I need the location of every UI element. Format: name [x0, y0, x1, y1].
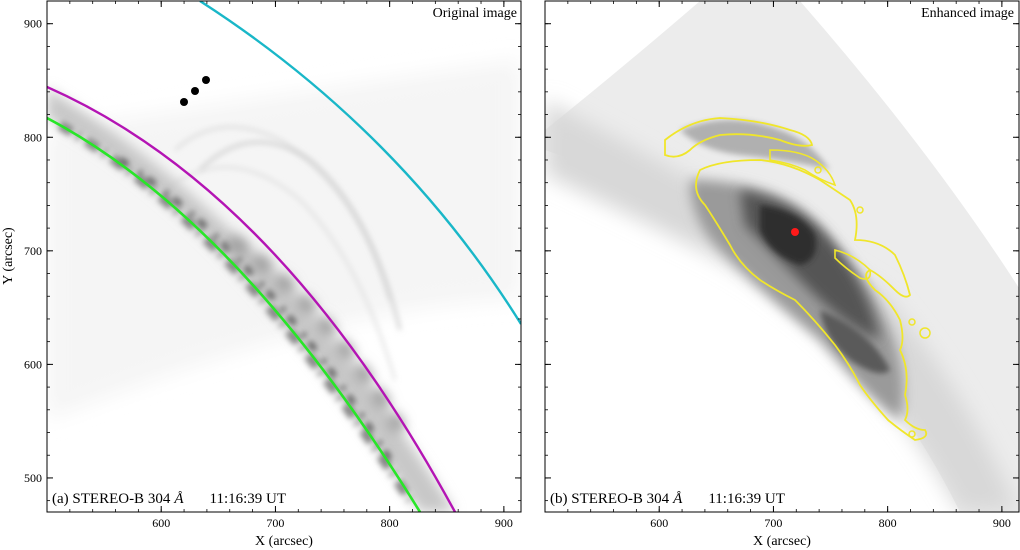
x-tick-label: 800: [381, 516, 399, 530]
panel-a-caption: (a) STEREO-B 304 Å 11:16:39 UT: [52, 491, 286, 507]
contour-blob: [908, 318, 916, 326]
track-point: [180, 98, 188, 106]
contour-inner: [834, 248, 872, 280]
track-point: [191, 87, 199, 95]
contour-blob: [856, 206, 864, 214]
x-tick-label: 800: [879, 516, 897, 530]
y-tick-label: 800: [24, 130, 42, 144]
x-tick-label: 900: [993, 516, 1011, 530]
x-tick-label: 700: [764, 516, 782, 530]
y-tick-label: 700: [24, 244, 42, 258]
panel-a: Original image (a) STEREO-B 304 Å 11:16:39…: [1, 0, 522, 549]
panel-a-frame: [46, 0, 522, 513]
x-tick-label: 700: [266, 516, 284, 530]
contour-blob: [908, 430, 916, 438]
panel-a-x-axis-title: X (arcsec): [255, 534, 313, 549]
green-arc: [47, 116, 422, 512]
cyan-arc: [199, 1, 521, 325]
contour-main: [695, 159, 928, 441]
red-centroid: [791, 228, 799, 236]
panel-b-ticks: 600 700 800 900: [544, 0, 1019, 530]
panel-a-y-axis-title: Y (arcsec): [1, 227, 16, 285]
x-tick-label: 600: [152, 516, 170, 530]
contour-upper: [664, 117, 814, 158]
panel-b-x-axis-title: X (arcsec): [753, 534, 811, 549]
y-tick-label: 500: [24, 471, 42, 485]
contour-blob: [919, 327, 931, 339]
panel-a-ticks: 600 700 800 900 500 600 700 800 900: [24, 0, 521, 530]
x-tick-label: 900: [495, 516, 513, 530]
contour-arm: [769, 149, 837, 187]
y-tick-label: 900: [24, 17, 42, 31]
magenta-arc: [47, 85, 457, 512]
panel-a-title: Original image: [433, 6, 517, 21]
panel-b-image: [545, 1, 1019, 512]
x-tick-label: 600: [650, 516, 668, 530]
y-tick-label: 600: [24, 357, 42, 371]
panel-a-image: [47, 1, 521, 512]
panel-b-frame: [544, 0, 1020, 513]
panel-b: Enhanced image (b) STEREO-B 304 Å 11:16:39…: [544, 0, 1020, 549]
track-point: [202, 76, 210, 84]
panel-b-caption: (b) STEREO-B 304 Å 11:16:39 UT: [550, 491, 785, 507]
panel-b-title: Enhanced image: [921, 6, 1014, 21]
contour-blob: [814, 166, 822, 174]
